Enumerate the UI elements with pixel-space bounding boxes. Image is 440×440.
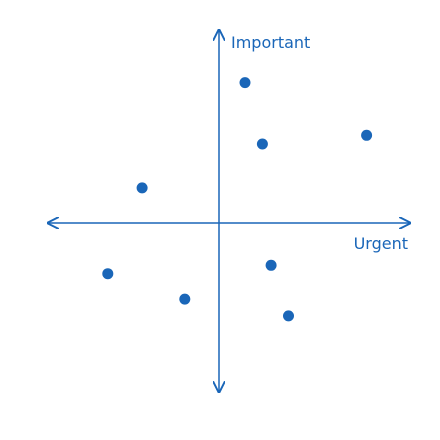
data-point-3 xyxy=(361,129,373,141)
points-layer xyxy=(102,77,373,322)
y-axis-label: Important xyxy=(231,33,310,52)
x-axis-label: Urgent xyxy=(354,234,408,253)
data-point-2 xyxy=(256,138,268,150)
data-point-5 xyxy=(265,259,277,271)
data-point-4 xyxy=(136,182,148,194)
data-point-8 xyxy=(283,310,294,322)
data-point-6 xyxy=(102,268,114,280)
axes-layer xyxy=(48,30,410,392)
data-point-7 xyxy=(179,293,191,305)
data-point-1 xyxy=(239,77,251,89)
